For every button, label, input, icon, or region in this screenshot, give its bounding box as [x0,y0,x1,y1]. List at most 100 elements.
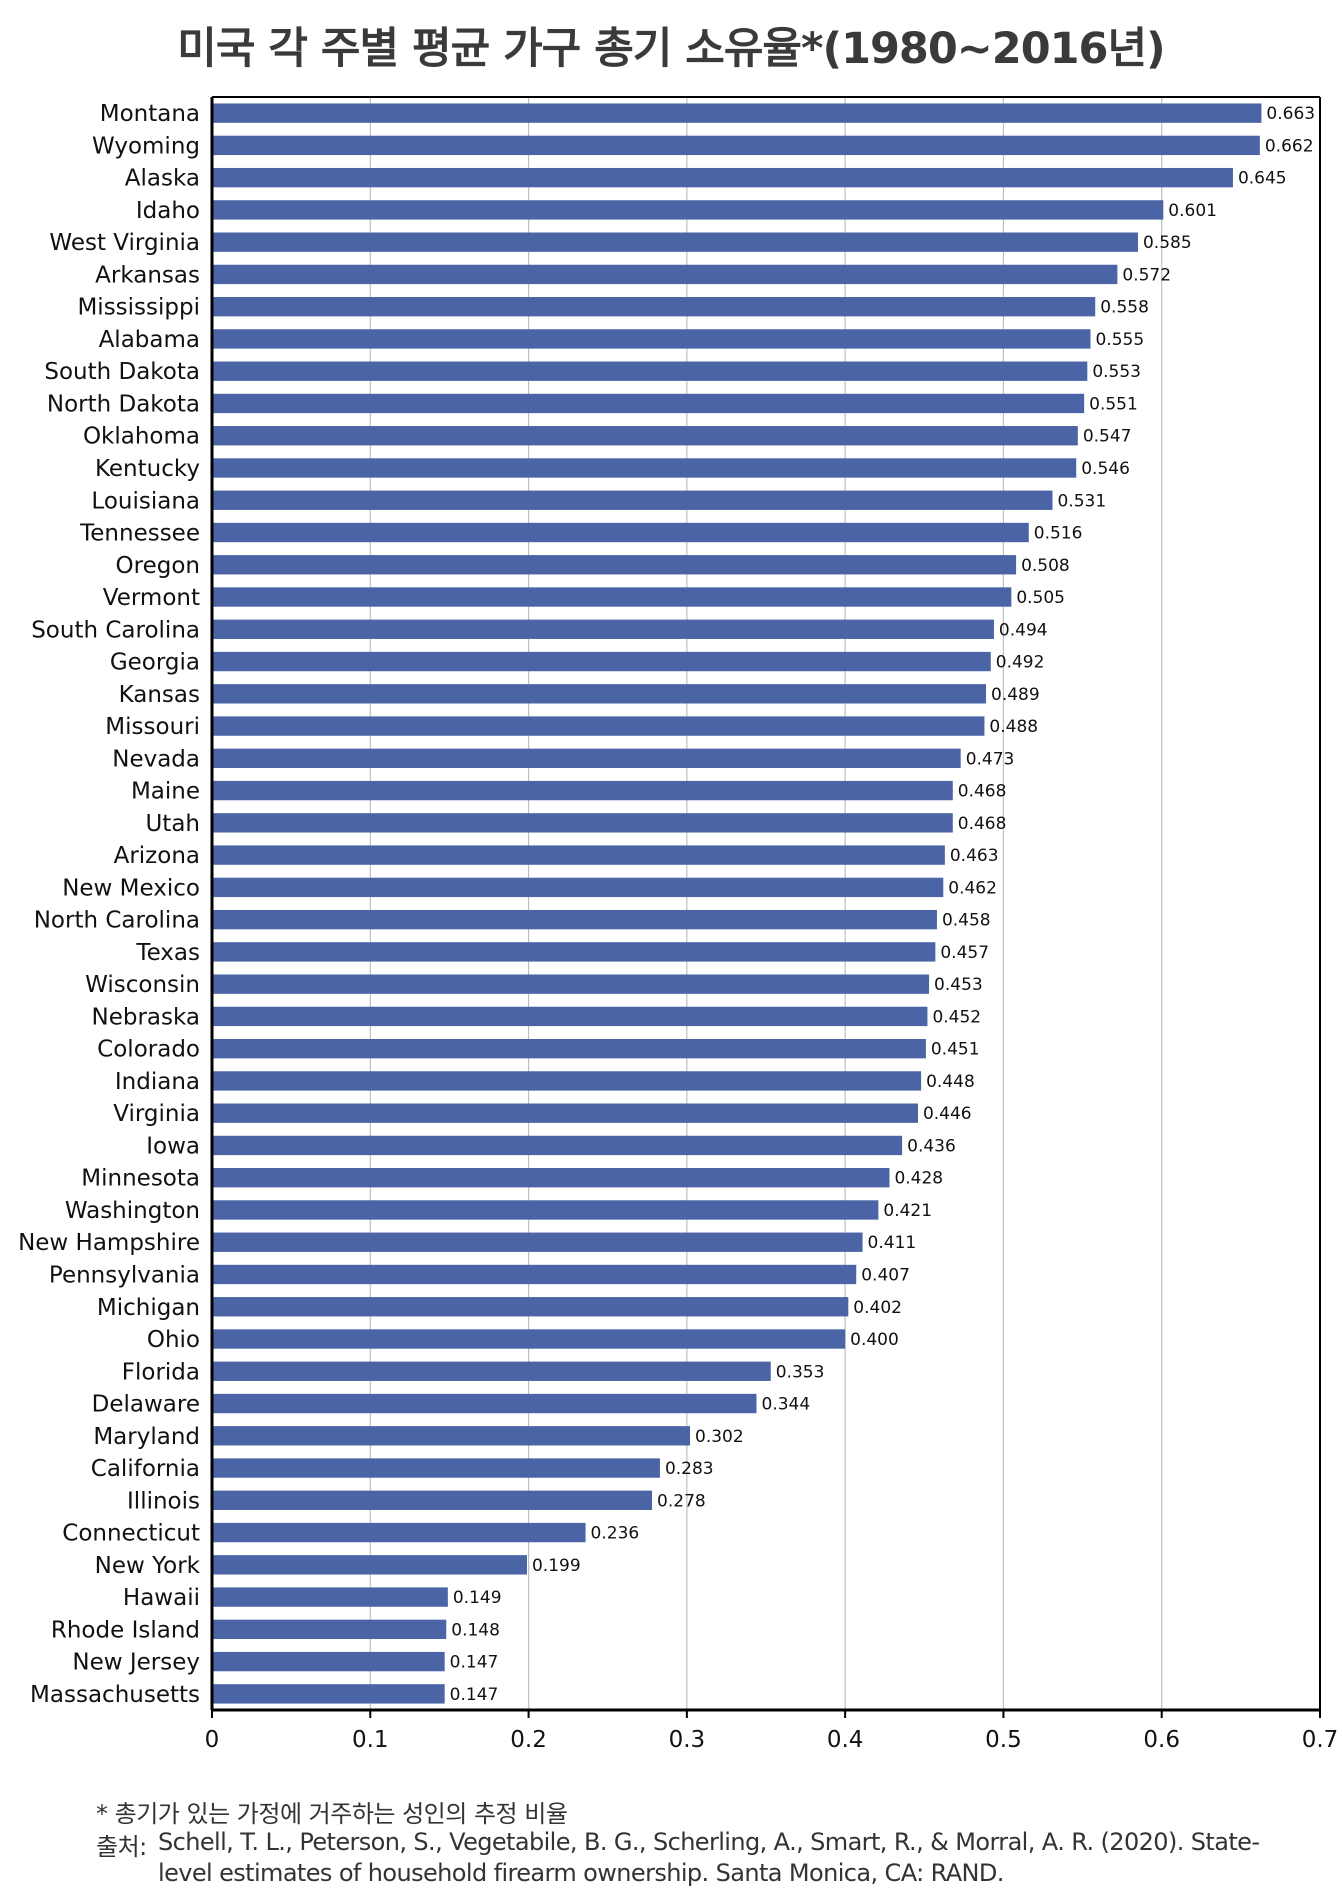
bar [212,1232,863,1252]
category-label: Vermont [103,585,200,611]
bar [212,1200,879,1220]
category-label: Michigan [97,1295,200,1321]
bar [212,232,1138,252]
bar-chart: Montana 0.663 Wyoming 0.662 Alaska 0.645 Idaho… [18,96,1339,1753]
bar [212,1684,445,1704]
bar [212,135,1260,156]
category-label: Minnesota [81,1166,200,1192]
category-label: Louisiana [91,488,200,514]
category-label: Pennsylvania [49,1262,200,1288]
category-label: Montana [100,101,200,127]
value-label: 0.302 [695,1427,744,1447]
value-label: 0.411 [868,1233,917,1253]
bar [212,458,1077,478]
x-tick-label: 0.7 [1302,1727,1339,1753]
category-label: Delaware [92,1392,200,1418]
category-label: Maine [131,779,200,805]
category-label: Mississippi [77,295,200,321]
value-label: 0.572 [1122,265,1171,285]
value-label: 0.453 [934,975,983,995]
value-label: 0.421 [883,1201,932,1221]
value-label: 0.468 [958,782,1007,802]
bar [212,297,1096,317]
bar [212,716,985,736]
value-label: 0.645 [1238,169,1287,189]
value-label: 0.236 [591,1524,640,1544]
category-label: Massachusetts [30,1682,200,1708]
bar [212,426,1078,446]
bar [212,1006,928,1027]
category-label: Virginia [113,1101,200,1127]
category-label: Wisconsin [85,972,200,998]
bar [212,813,953,833]
x-tick-label: 0.4 [827,1727,864,1753]
category-label: Indiana [115,1069,200,1095]
source-label: 출처: [96,1833,147,1861]
category-label: New York [95,1553,201,1579]
value-label: 0.463 [950,846,999,866]
category-label: Alaska [125,166,200,192]
category-label: New Mexico [62,875,200,901]
x-tick-label: 0.3 [669,1727,706,1753]
category-label: Maryland [93,1424,200,1450]
bar [212,555,1017,575]
category-label: Tennessee [79,521,200,547]
bar [212,1297,849,1317]
category-label: Wyoming [92,133,200,159]
bar [212,1426,691,1446]
bar [212,1522,586,1543]
value-label: 0.489 [991,685,1040,705]
bar [212,748,961,769]
category-label: Rhode Island [51,1617,200,1643]
bar [212,619,994,639]
x-tick-label: 0.1 [352,1727,389,1753]
value-label: 0.551 [1089,394,1138,414]
value-label: 0.555 [1095,330,1144,350]
x-tick-label: 0.5 [985,1727,1022,1753]
value-label: 0.149 [453,1588,502,1608]
value-label: 0.448 [926,1072,975,1092]
bar [212,1555,527,1575]
value-label: 0.283 [665,1459,714,1479]
category-label: New Jersey [72,1650,200,1676]
value-label: 0.516 [1034,524,1083,544]
value-label: 0.436 [907,1136,956,1156]
bar [212,942,936,962]
bar [212,1038,926,1059]
category-label: Ohio [147,1327,200,1353]
category-label: Nevada [112,746,200,772]
bar [212,1361,771,1381]
category-label: Kentucky [95,456,200,482]
category-label: South Dakota [44,359,200,385]
bar [212,1587,448,1607]
category-label: Connecticut [62,1521,200,1547]
category-label: Idaho [136,198,200,224]
category-label: South Carolina [31,617,200,643]
category-label: North Dakota [47,391,200,417]
category-label: Arkansas [95,262,200,288]
category-label: North Carolina [34,908,200,934]
bar [212,393,1085,414]
bar [212,1329,846,1349]
value-label: 0.402 [853,1298,902,1318]
bar [212,167,1233,188]
bar [212,1458,660,1478]
x-tick-label: 0 [205,1727,220,1753]
bar [212,361,1088,381]
x-tick-label: 0.2 [510,1727,547,1753]
bar [212,1393,757,1414]
bar [212,974,930,994]
value-label: 0.547 [1083,427,1132,447]
value-label: 0.407 [861,1265,910,1285]
bar [212,264,1118,285]
value-label: 0.473 [966,749,1015,769]
value-label: 0.505 [1016,588,1065,608]
value-label: 0.400 [850,1330,899,1350]
value-label: 0.494 [999,620,1048,640]
footnote: * 총기가 있는 가정에 거주하는 성인의 추정 비율 [96,1800,568,1828]
value-label: 0.147 [450,1653,499,1673]
value-label: 0.558 [1100,298,1149,318]
bar [212,1168,890,1188]
category-label: New Hampshire [18,1230,200,1256]
value-label: 0.663 [1266,104,1315,124]
